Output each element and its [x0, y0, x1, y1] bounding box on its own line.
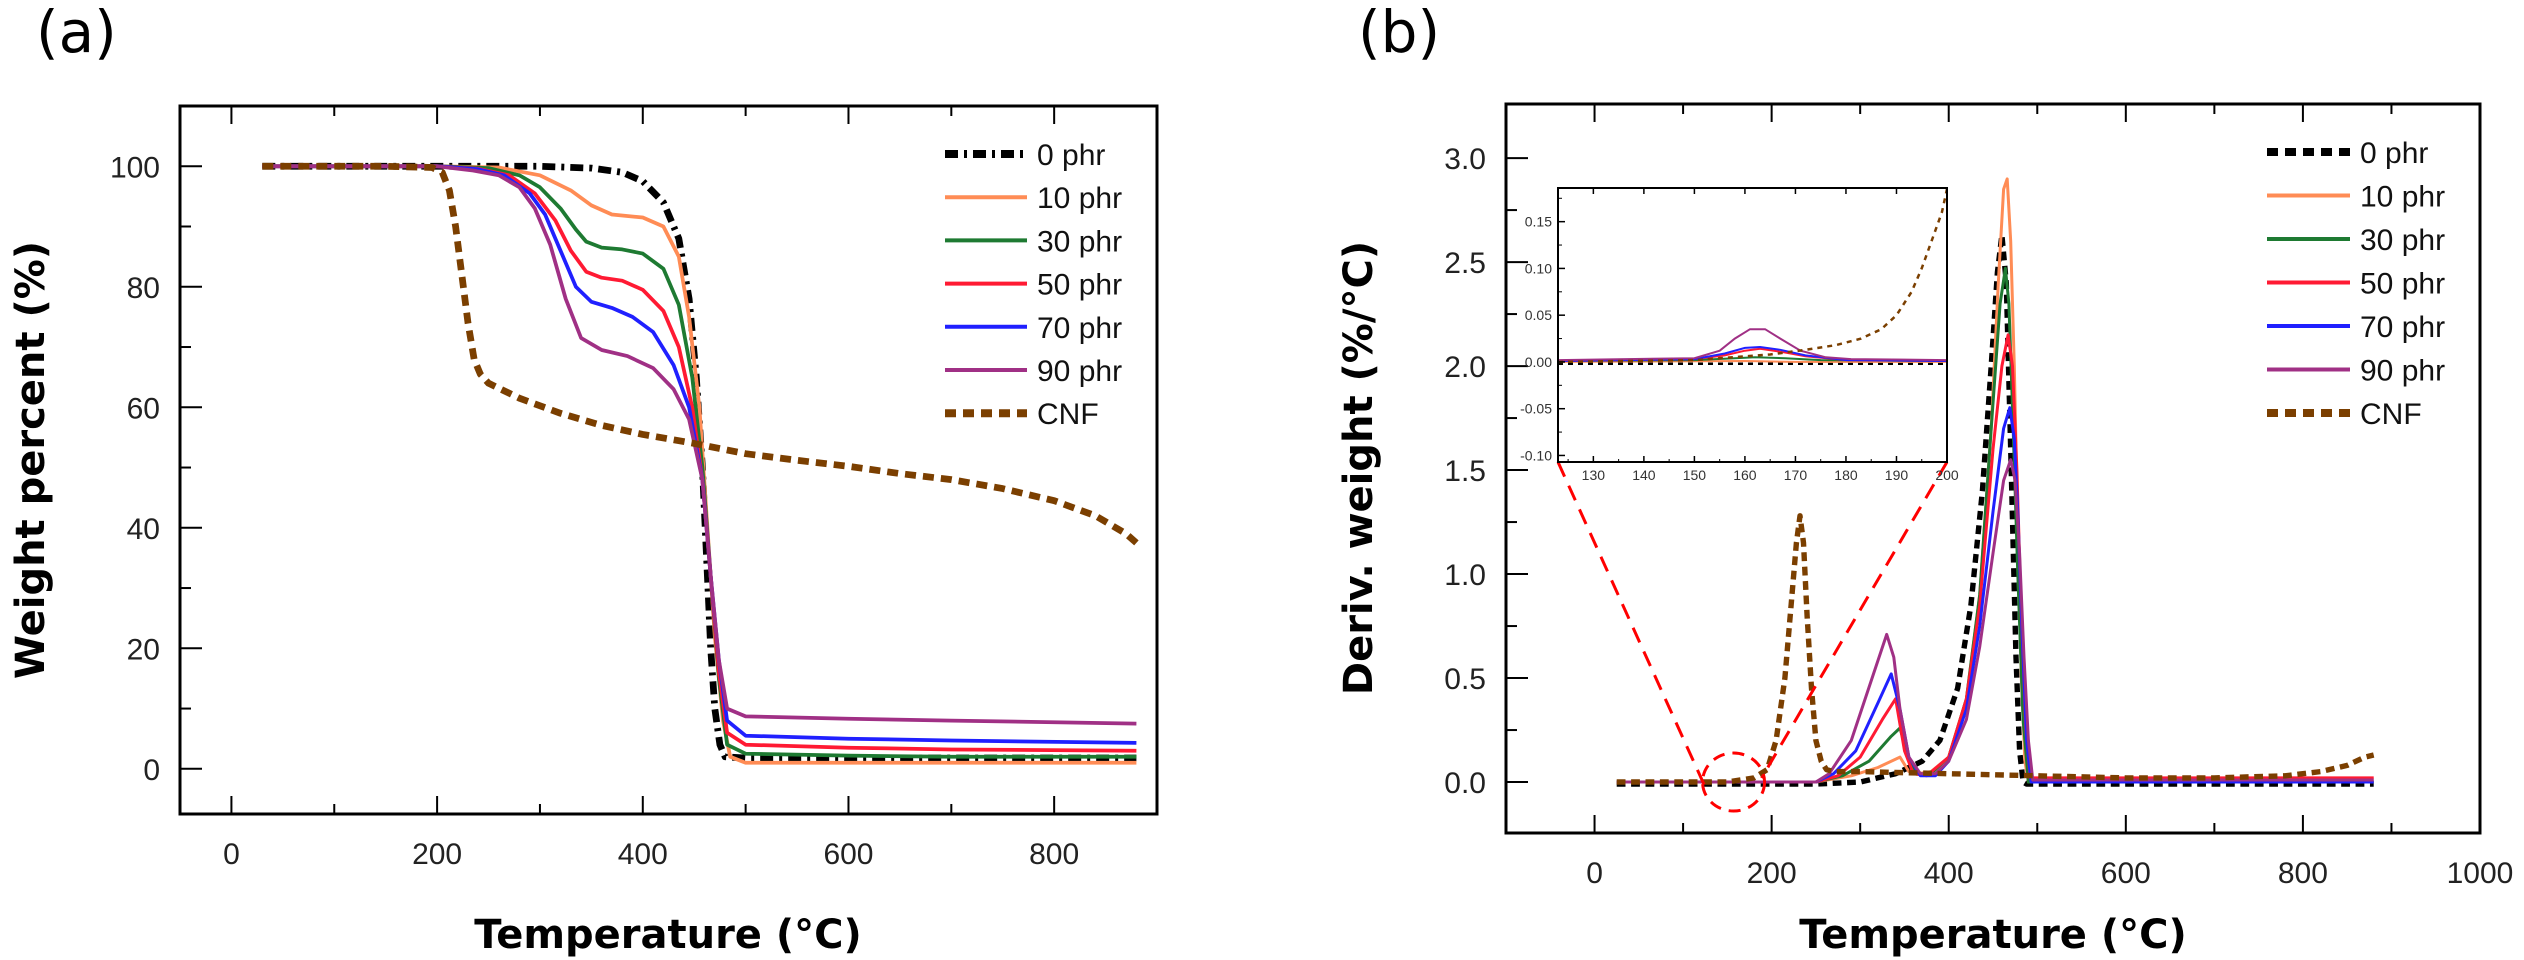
- inset-x-tick-label: 170: [1784, 467, 1808, 483]
- panel-a-x-tick-label: 800: [1029, 838, 1079, 871]
- inset-series-cnf: [1558, 188, 1947, 364]
- panel-b-x-axis-title: Temperature (°C): [1799, 912, 2187, 958]
- panel-b-frame: [1504, 102, 2482, 835]
- panel-a-legend-label: 90 phr: [1037, 355, 1122, 388]
- panel-b-connector-right: [1760, 461, 1949, 779]
- inset-x-tick-label: 180: [1834, 467, 1858, 483]
- inset-x-tick-label: 190: [1885, 467, 1909, 483]
- panel-a-series-10-phr: [262, 164, 1137, 765]
- panel-b-axes: 0 200 400 600 800 1000 0.0 0.5 1.0 1.5 2.0 2.5 3.0: [1444, 104, 2513, 890]
- panel-a-legend-label: 70 phr: [1037, 312, 1122, 345]
- panel-b-y-tick-label: 3.0: [1444, 143, 1486, 176]
- panel-b-legend-label: 10 phr: [2360, 181, 2445, 214]
- inset-y-tick-label: -0.05: [1520, 401, 1552, 417]
- panel-a-series-cnf: [262, 162, 1139, 546]
- panel-b-x-tick-label: 1000: [2447, 857, 2514, 890]
- panel-a-y-tick-label: 100: [110, 151, 160, 184]
- panel-b-series-cnf: [1616, 513, 2375, 785]
- panel-b-x-tick-label: 600: [2101, 857, 2151, 890]
- panel-a-legend-label: 0 phr: [1037, 139, 1105, 172]
- panel-b-legend: 0 phr 10 phr 30 phr 50 phr 70 phr 90 phr CNF: [2267, 137, 2445, 431]
- panel-b: 0 200 400 600 800 1000 0.0 0.5 1.0 1.5 2.0 2.5 3.0 1…: [1336, 102, 2513, 958]
- panel-a-legend: 0 phr 10 phr 30 phr 50 phr 70 phr 90 phr CNF: [945, 139, 1122, 431]
- panel-b-x-tick-label: 400: [1924, 857, 1974, 890]
- panel-b-y-tick-label: 2.5: [1444, 247, 1486, 280]
- panel-b-legend-label: 30 phr: [2360, 224, 2445, 257]
- inset-series-90-phr: [1558, 328, 1947, 362]
- panel-b-legend-label: 0 phr: [2360, 137, 2428, 170]
- panel-b-legend-label: 50 phr: [2360, 268, 2445, 301]
- panel-a-frame: [178, 104, 1159, 816]
- panel-label-a: (a): [36, 0, 117, 66]
- panel-b-series-0-phr: [1616, 232, 2374, 787]
- panel-label-b: (b): [1358, 0, 1440, 66]
- panel-b-y-tick-label: 1.5: [1444, 455, 1486, 488]
- panel-b-highlight: [1556, 461, 1949, 813]
- panel-a-y-tick-label: 80: [127, 272, 160, 305]
- panel-a-x-tick-label: 600: [823, 838, 873, 871]
- panel-a-legend-label: 30 phr: [1037, 225, 1122, 258]
- panel-a-legend-label: 10 phr: [1037, 182, 1122, 215]
- inset-y-tick-label: 0.05: [1525, 307, 1552, 323]
- panel-b-y-tick-label: 0.0: [1444, 767, 1486, 800]
- panel-b-x-tick-label: 200: [1747, 857, 1797, 890]
- inset-y-tick-label: 0.00: [1525, 354, 1552, 370]
- panel-b-x-tick-label: 800: [2278, 857, 2328, 890]
- panel-a-series-90-phr: [262, 164, 1137, 726]
- panel-a-y-tick-label: 0: [143, 754, 160, 787]
- panel-b-x-tick-label: 0: [1586, 857, 1603, 890]
- panel-a-series-30-phr: [262, 164, 1137, 759]
- inset-background: [1557, 187, 1948, 463]
- panel-a-series-50-phr: [262, 164, 1137, 753]
- panel-a-legend-label: 50 phr: [1037, 269, 1122, 302]
- inset-x-tick-label: 150: [1683, 467, 1707, 483]
- panel-b-series-90-phr: [1616, 458, 2374, 784]
- panel-b-series: [1616, 177, 2375, 787]
- panel-a-x-tick-label: 400: [618, 838, 668, 871]
- panel-b-highlight-ellipse: [1701, 751, 1767, 813]
- panel-a: 0 200 400 600 800 0 20 40 60 80 100 0 phr 10 phr 30 …: [8, 104, 1159, 958]
- panel-b-y-tick-label: 2.0: [1444, 351, 1486, 384]
- inset-x-tick-label: 200: [1935, 467, 1959, 483]
- panel-a-series: [262, 162, 1139, 765]
- panel-b-legend-label: CNF: [2360, 398, 2422, 431]
- panel-a-axes: 0 200 400 600 800 0 20 40 60 80 100: [110, 106, 1079, 871]
- panel-a-y-axis-title: Weight percent (%): [8, 241, 54, 679]
- panel-b-legend-label: 90 phr: [2360, 355, 2445, 388]
- inset-x-tick-label: 140: [1632, 467, 1656, 483]
- panel-b-y-axis-title: Deriv. weight (%/°C): [1336, 241, 1382, 695]
- panel-a-y-tick-label: 20: [127, 633, 160, 666]
- inset-x-tick-label: 130: [1582, 467, 1606, 483]
- panel-b-connector-left: [1556, 461, 1708, 791]
- panel-b-y-tick-label: 1.0: [1444, 559, 1486, 592]
- panel-b-legend-label: 70 phr: [2360, 311, 2445, 344]
- panel-a-x-tick-label: 200: [412, 838, 462, 871]
- panel-a-x-axis-title: Temperature (°C): [474, 912, 862, 958]
- panel-a-legend-label: CNF: [1037, 398, 1099, 431]
- inset-y-tick-label: -0.10: [1520, 447, 1552, 463]
- inset-frame: [1557, 187, 1948, 463]
- panel-a-y-tick-label: 40: [127, 513, 160, 546]
- panel-b-inset: 130 140 150 160 170 180 190 200 -0.10 -0.05 0.00 0.…: [1520, 187, 1959, 483]
- panel-a-y-tick-label: 60: [127, 392, 160, 425]
- inset-y-tick-label: 0.15: [1525, 214, 1552, 230]
- inset-series: [1558, 188, 1947, 366]
- inset-y-tick-label: 0.10: [1525, 260, 1552, 276]
- panel-a-x-tick-label: 0: [223, 838, 240, 871]
- inset-x-tick-label: 160: [1733, 467, 1757, 483]
- panel-b-y-tick-label: 0.5: [1444, 663, 1486, 696]
